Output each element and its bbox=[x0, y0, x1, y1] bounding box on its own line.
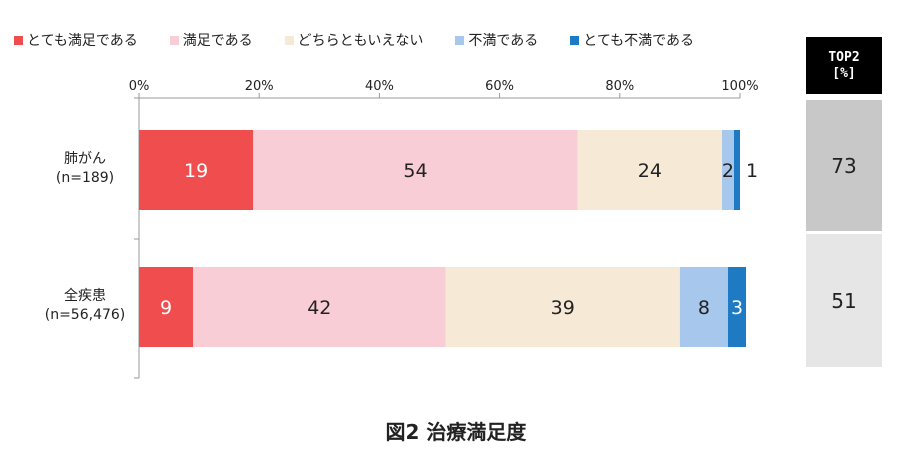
x-tick-label: 80% bbox=[605, 79, 634, 94]
category-label: 肺がん (n=189) bbox=[40, 150, 130, 188]
top2-header: TOP2 [%] bbox=[806, 37, 882, 94]
data-label: 24 bbox=[638, 160, 662, 182]
bar-segment bbox=[721, 130, 734, 210]
legend-item: どちらともいえない bbox=[284, 30, 424, 50]
category-label: 全疾患 (n=56,476) bbox=[40, 287, 130, 325]
bar-segment bbox=[679, 267, 728, 347]
bar-segment bbox=[733, 130, 740, 210]
data-label: 19 bbox=[184, 160, 208, 182]
data-label: 1 bbox=[746, 160, 758, 182]
legend-label: 不満である bbox=[468, 33, 539, 49]
category-sublabel: (n=56,476) bbox=[44, 307, 126, 323]
legend-item: とても満足である bbox=[14, 30, 138, 50]
x-tick-label: 20% bbox=[245, 79, 274, 94]
data-label: 2 bbox=[722, 160, 734, 182]
data-label: 9 bbox=[160, 297, 172, 319]
bar-segment bbox=[193, 267, 446, 347]
data-label: 54 bbox=[403, 160, 427, 182]
chart-title: 図2 治療満足度 bbox=[385, 420, 527, 444]
legend-swatch bbox=[455, 35, 465, 45]
legend: とても満足である 満足である どちらともいえない 不満である とても不満である bbox=[14, 30, 726, 50]
data-label: 39 bbox=[551, 297, 575, 319]
legend-label: とても満足である bbox=[27, 33, 138, 49]
bar-segment bbox=[253, 130, 578, 210]
legend-label: どちらともいえない bbox=[297, 33, 424, 49]
category-name: 肺がん bbox=[64, 151, 106, 167]
data-label: 8 bbox=[698, 297, 710, 319]
legend-label: とても不満である bbox=[583, 33, 694, 49]
top2-value: 51 bbox=[806, 234, 882, 367]
legend-swatch bbox=[284, 35, 294, 45]
legend-label: 満足である bbox=[182, 33, 253, 49]
category-sublabel: (n=189) bbox=[55, 170, 115, 186]
legend-swatch bbox=[570, 35, 580, 45]
data-label: 3 bbox=[731, 297, 743, 319]
bar-segment bbox=[577, 130, 722, 210]
bar-segment bbox=[139, 130, 254, 210]
x-tick-label: 40% bbox=[365, 79, 394, 94]
bar-segment bbox=[727, 267, 747, 347]
legend-item: 満足である bbox=[169, 30, 253, 50]
x-tick-label: 60% bbox=[485, 79, 514, 94]
data-label: 42 bbox=[307, 297, 331, 319]
x-tick-label: 0% bbox=[129, 79, 150, 94]
bar-segment bbox=[445, 267, 680, 347]
x-tick-label: 100% bbox=[721, 79, 758, 94]
legend-swatch bbox=[169, 35, 179, 45]
legend-item: とても不満である bbox=[570, 30, 694, 50]
legend-swatch bbox=[14, 35, 23, 45]
category-name: 全疾患 bbox=[64, 288, 106, 304]
top2-value: 73 bbox=[806, 100, 882, 231]
top2-header-unit: [%] bbox=[832, 65, 856, 81]
top2-header-title: TOP2 bbox=[828, 49, 860, 65]
legend-item: 不満である bbox=[455, 30, 538, 50]
bar-segment bbox=[139, 267, 194, 347]
